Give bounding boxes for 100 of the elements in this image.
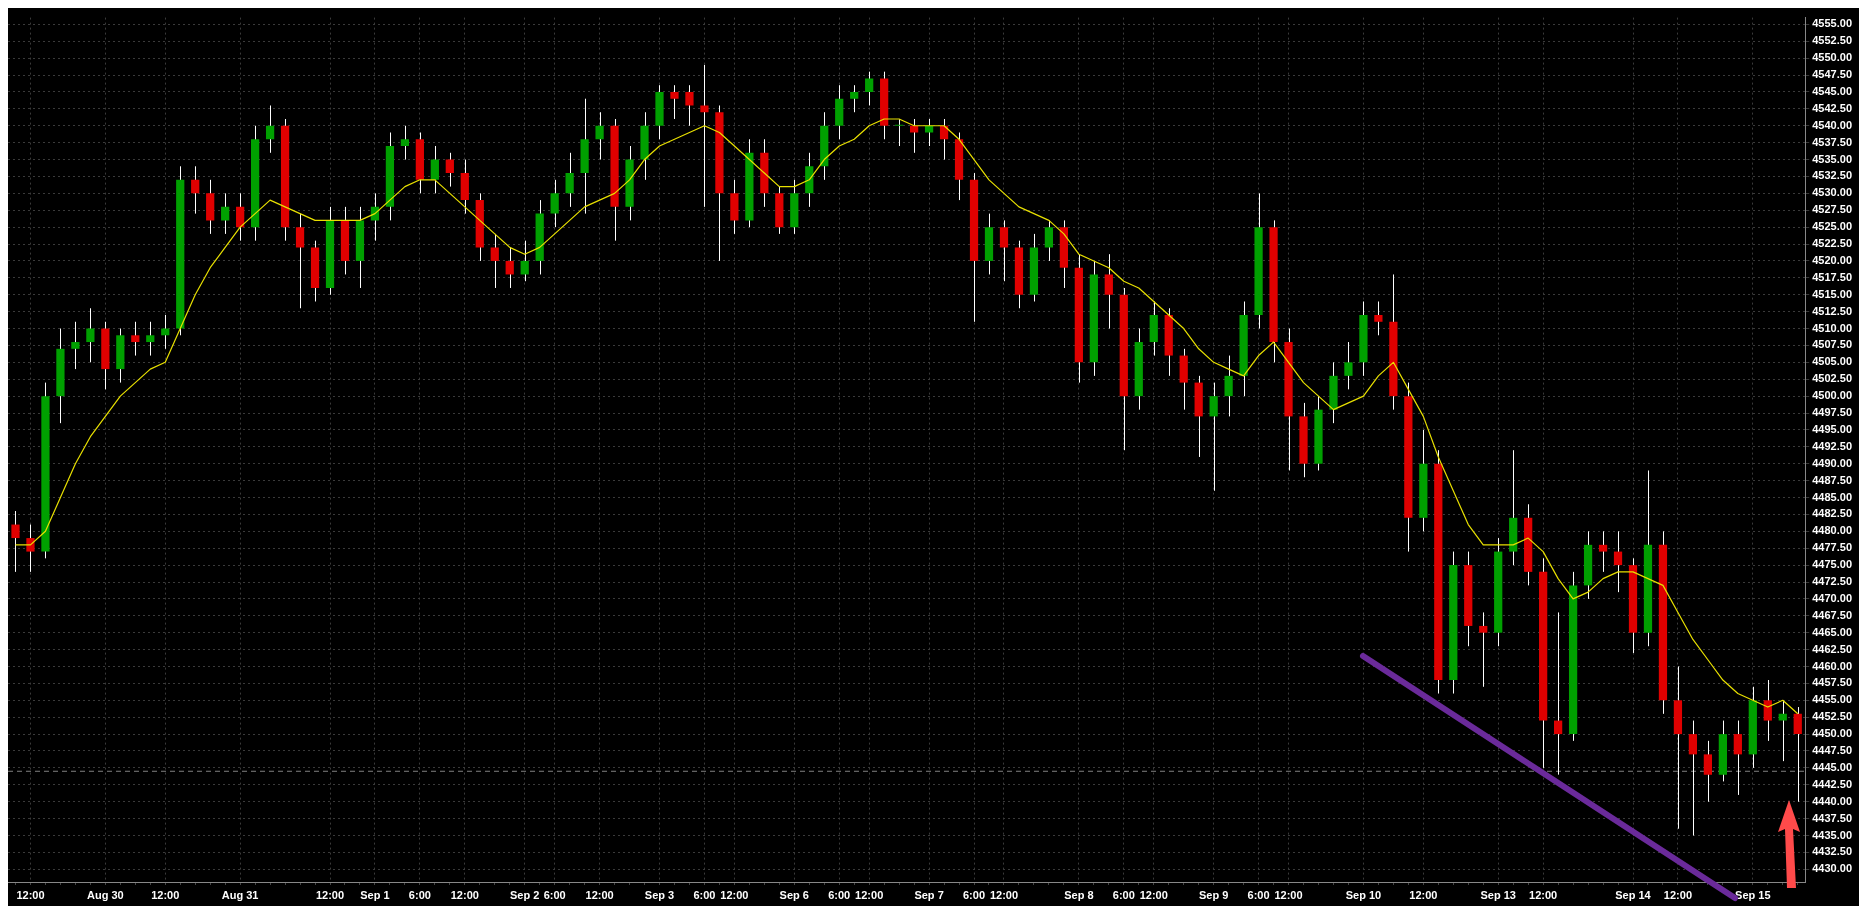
x-tick-label: Sep 13 — [1480, 889, 1516, 902]
candlestick — [1479, 611, 1488, 688]
x-tick-label: 6:00 — [693, 889, 716, 902]
y-tick-label: 4477.50 — [1812, 541, 1852, 554]
y-tick-label: 4435.00 — [1812, 828, 1852, 841]
x-tick-label: 12:00 — [1663, 889, 1692, 902]
y-tick-label: 4517.50 — [1812, 270, 1852, 283]
candlestick — [265, 104, 275, 154]
y-tick-label: 4490.00 — [1812, 456, 1852, 469]
x-tick-label: Sep 8 — [1064, 889, 1094, 902]
y-tick-label: 4457.50 — [1812, 676, 1852, 689]
candlestick — [236, 192, 245, 242]
candlestick — [430, 145, 439, 194]
y-tick-label: 4462.50 — [1812, 642, 1852, 655]
candlestick — [191, 165, 200, 215]
y-tick-label: 4442.50 — [1812, 777, 1852, 790]
y-tick-label: 4500.00 — [1812, 389, 1852, 402]
y-tick-label: 4437.50 — [1812, 811, 1852, 824]
y-tick-label: 4532.50 — [1812, 169, 1852, 182]
x-tick-label: Sep 9 — [1198, 889, 1229, 902]
candlestick — [1344, 341, 1353, 390]
y-tick-label: 4510.00 — [1812, 321, 1852, 334]
x-tick-label: 12:00 — [151, 889, 180, 902]
y-tick-label: 4495.00 — [1812, 422, 1852, 435]
y-tick-label: 4445.00 — [1812, 760, 1852, 773]
y-tick-label: 4525.00 — [1812, 220, 1852, 233]
candlestick — [1104, 253, 1113, 330]
x-tick-label: 12:00 — [450, 889, 479, 902]
candlestick — [865, 71, 874, 106]
x-tick-label: 12:00 — [315, 889, 345, 902]
x-tick-label: Sep 14 — [1615, 889, 1652, 902]
y-tick-label: 4452.50 — [1812, 710, 1852, 723]
x-tick-label: 6:00 — [408, 889, 431, 902]
candlestick — [895, 118, 904, 147]
y-tick-label: 4450.00 — [1812, 727, 1852, 740]
y-tick-label: 4480.00 — [1812, 524, 1852, 537]
candlestick — [1044, 219, 1054, 262]
candlestick — [505, 246, 514, 289]
candlestick — [1209, 382, 1218, 492]
x-tick-label: 6:00 — [1247, 889, 1270, 902]
candlestick — [146, 321, 155, 357]
candlestick — [1688, 720, 1698, 836]
candlestick — [565, 152, 574, 208]
candlestick — [999, 219, 1009, 282]
y-tick-label: 4447.50 — [1812, 744, 1852, 757]
candlestick — [1374, 300, 1383, 336]
candlestick — [445, 152, 454, 188]
y-tick-label: 4432.50 — [1812, 845, 1852, 858]
y-tick-label: 4505.00 — [1812, 355, 1852, 368]
candlestick — [26, 524, 35, 573]
y-tick-label: 4547.50 — [1812, 68, 1852, 81]
x-tick-label: 12:00 — [855, 889, 884, 902]
x-tick-label: 12:00 — [1139, 889, 1168, 902]
y-tick-label: 4542.50 — [1812, 101, 1852, 114]
candlestick — [1613, 530, 1623, 593]
x-tick-label: 12:00 — [720, 889, 749, 902]
candlestick — [924, 118, 934, 147]
candlestick — [520, 240, 529, 282]
candlestick — [295, 213, 305, 309]
y-tick-label: 4470.00 — [1812, 591, 1852, 604]
candlestick — [850, 84, 859, 113]
y-tick-label: 4497.50 — [1812, 406, 1852, 419]
candlestick — [1554, 611, 1563, 776]
candlestick — [131, 321, 140, 357]
y-tick-label: 4522.50 — [1812, 237, 1852, 250]
y-tick-label: 4527.50 — [1812, 203, 1852, 216]
candlestick — [71, 321, 80, 370]
candlestick — [1793, 706, 1802, 803]
x-tick-label: Sep 7 — [914, 889, 944, 902]
x-tick-label: 12:00 — [989, 889, 1019, 902]
candlestick — [1598, 530, 1608, 573]
x-tick-label: 6:00 — [963, 889, 986, 902]
y-tick-label: 4515.00 — [1812, 287, 1852, 300]
candlestick — [550, 179, 559, 228]
y-tick-label: 4540.00 — [1812, 118, 1852, 131]
candlestick — [11, 510, 20, 573]
x-tick-label: Sep 2 — [510, 889, 540, 902]
x-tick-label: Sep 6 — [779, 889, 809, 902]
x-tick-label: Sep 3 — [644, 889, 675, 902]
candlestick — [1778, 699, 1787, 762]
y-tick-label: 4530.00 — [1812, 186, 1852, 199]
candlestick — [1763, 679, 1772, 742]
y-tick-label: 4550.00 — [1812, 51, 1852, 64]
x-tick-label: 6:00 — [828, 889, 851, 902]
candlestick — [1224, 355, 1233, 417]
candlestick — [1703, 740, 1713, 803]
y-tick-label: 4512.50 — [1812, 304, 1852, 317]
y-tick-label: 4487.50 — [1812, 473, 1852, 486]
candlestick — [670, 84, 679, 120]
x-tick-label: Aug 31 — [221, 889, 259, 902]
candlestick — [595, 111, 604, 161]
y-tick-label: 4455.00 — [1812, 693, 1852, 706]
x-tick-label: 12:00 — [1529, 889, 1558, 902]
y-tick-label: 4555.00 — [1812, 17, 1852, 30]
y-tick-label: 4467.50 — [1812, 608, 1852, 621]
y-tick-label: 4552.50 — [1812, 34, 1852, 47]
x-tick-label: 12:00 — [1409, 889, 1438, 902]
y-tick-label: 4485.00 — [1812, 490, 1852, 503]
y-tick-label: 4535.00 — [1812, 152, 1852, 165]
x-tick-label: Aug 30 — [87, 889, 124, 902]
